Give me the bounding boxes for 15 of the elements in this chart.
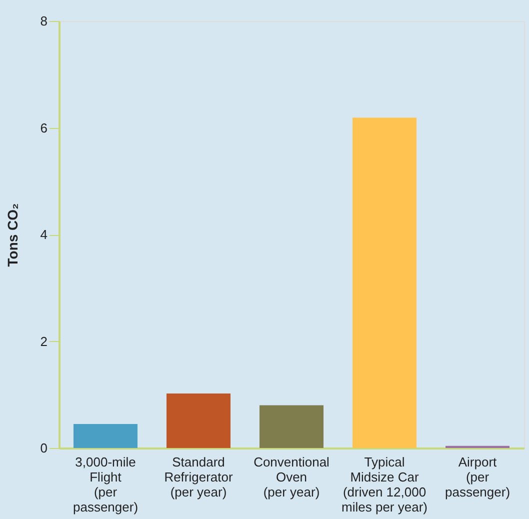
bar — [352, 118, 416, 448]
y-tick-label: 4 — [40, 227, 48, 242]
x-tick-label: 3,000-mile Flight (per passenger) — [72, 454, 138, 514]
x-tick-label: Conventional Oven (per year) — [254, 454, 330, 500]
y-tick-label: 8 — [40, 14, 48, 28]
bar — [166, 394, 230, 448]
y-tick-label: 2 — [40, 334, 48, 349]
x-tick-label: Standard Refrigerator (per year) — [164, 454, 234, 500]
y-tick-label: 0 — [40, 440, 48, 456]
bar — [74, 424, 138, 448]
y-axis-title: Tons CO₂ — [4, 203, 20, 267]
x-tick-label: Airport (per passenger) — [444, 454, 510, 500]
x-tick-label: Typical Midsize Car (driven 12,000 miles per year) — [342, 454, 428, 514]
bar — [260, 405, 324, 448]
y-tick-label: 6 — [40, 120, 48, 136]
